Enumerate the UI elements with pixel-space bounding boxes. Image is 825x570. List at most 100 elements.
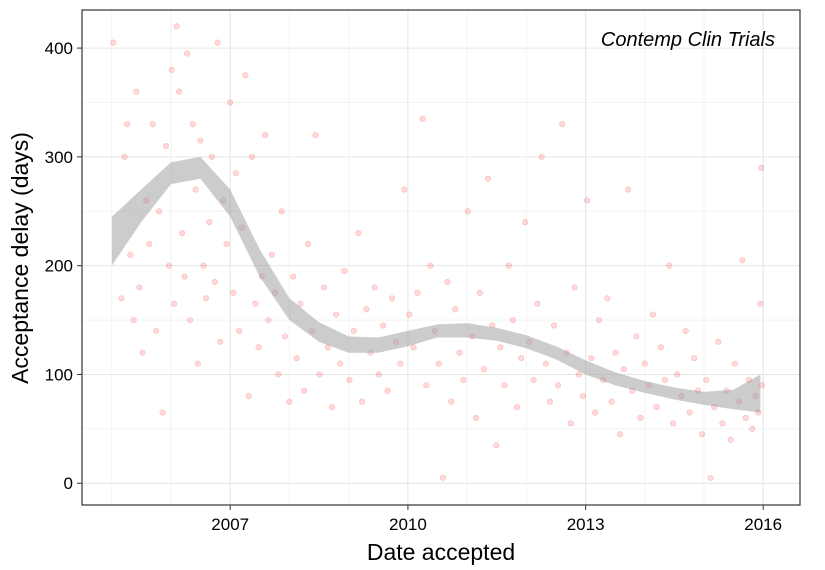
- data-point: [328, 403, 336, 411]
- data-point: [230, 289, 237, 296]
- data-point: [497, 344, 504, 351]
- data-point: [286, 398, 293, 405]
- annotation-label: Contemp Clin Trials: [601, 29, 775, 51]
- data-point: [414, 289, 421, 296]
- data-point: [579, 393, 586, 400]
- data-point: [686, 409, 693, 416]
- data-point: [661, 376, 669, 383]
- data-point: [278, 208, 285, 215]
- data-point: [153, 327, 160, 335]
- data-point: [616, 431, 624, 438]
- data-point: [208, 153, 215, 160]
- data-point: [159, 409, 166, 416]
- data-point: [719, 420, 726, 427]
- data-point: [136, 284, 143, 291]
- data-point: [649, 311, 657, 318]
- y-tick-label: 400: [45, 39, 73, 58]
- data-point: [522, 219, 529, 226]
- data-point: [758, 164, 765, 171]
- data-point: [501, 382, 508, 389]
- data-point: [337, 360, 344, 367]
- data-point: [255, 344, 262, 351]
- data-point: [281, 333, 289, 340]
- data-point: [363, 306, 370, 313]
- x-tick-label: 2016: [744, 515, 782, 534]
- data-point: [439, 474, 447, 481]
- data-point: [397, 360, 404, 367]
- data-point: [749, 425, 756, 432]
- data-point: [316, 371, 323, 378]
- data-point: [171, 300, 178, 307]
- grid: [82, 10, 800, 505]
- data-point: [493, 442, 500, 449]
- data-point: [419, 115, 426, 122]
- data-point: [297, 300, 304, 307]
- data-point: [181, 273, 188, 280]
- x-tick-label: 2007: [211, 515, 249, 534]
- data-point: [464, 208, 471, 215]
- data-point: [559, 121, 566, 128]
- data-point: [176, 88, 183, 95]
- data-point: [698, 431, 706, 438]
- data-point: [332, 311, 340, 318]
- data-point: [194, 360, 201, 367]
- data-point: [197, 137, 204, 144]
- data-point: [571, 284, 578, 291]
- data-point: [427, 262, 434, 269]
- data-point: [691, 355, 698, 362]
- data-point: [707, 474, 714, 481]
- data-point: [206, 219, 213, 226]
- data-point: [534, 300, 541, 307]
- x-tick-label: 2013: [567, 515, 605, 534]
- data-point: [183, 50, 191, 57]
- data-point: [350, 327, 357, 335]
- data-point: [371, 284, 378, 291]
- data-point: [703, 376, 710, 383]
- data-point: [380, 322, 387, 329]
- data-point: [484, 175, 492, 182]
- data-point: [513, 403, 521, 411]
- data-point: [156, 208, 163, 215]
- data-point: [472, 414, 480, 422]
- data-point: [173, 23, 180, 30]
- data-point: [401, 186, 408, 193]
- data-point: [275, 371, 282, 378]
- data-point: [139, 349, 146, 356]
- data-point: [232, 170, 239, 177]
- data-point: [448, 398, 455, 405]
- data-point: [252, 300, 259, 307]
- plot-panel: [82, 10, 800, 505]
- data-point: [384, 387, 391, 394]
- data-point: [242, 72, 249, 79]
- data-point: [265, 316, 272, 324]
- data-point: [262, 132, 269, 139]
- data-point: [304, 240, 312, 248]
- data-point: [612, 349, 619, 356]
- y-tick-label: 300: [45, 148, 73, 167]
- data-point: [435, 360, 442, 367]
- data-point: [554, 382, 562, 389]
- data-point: [146, 240, 153, 248]
- data-point: [509, 316, 516, 324]
- data-point: [121, 153, 128, 160]
- data-point: [214, 39, 221, 46]
- data-point: [301, 387, 308, 394]
- data-point: [410, 344, 417, 351]
- data-point: [518, 355, 525, 362]
- data-point: [341, 267, 348, 275]
- data-point: [192, 186, 199, 193]
- data-point: [227, 99, 234, 106]
- data-point: [223, 240, 230, 248]
- data-point: [444, 278, 451, 286]
- data-point: [133, 88, 140, 95]
- data-point: [312, 132, 319, 139]
- data-point: [715, 338, 722, 345]
- data-point: [657, 344, 664, 351]
- data-point: [546, 398, 553, 405]
- data-point: [476, 289, 483, 296]
- data-point: [739, 257, 746, 264]
- data-point: [320, 284, 328, 291]
- data-point: [165, 262, 173, 269]
- data-point: [550, 322, 558, 329]
- data-point: [604, 295, 611, 302]
